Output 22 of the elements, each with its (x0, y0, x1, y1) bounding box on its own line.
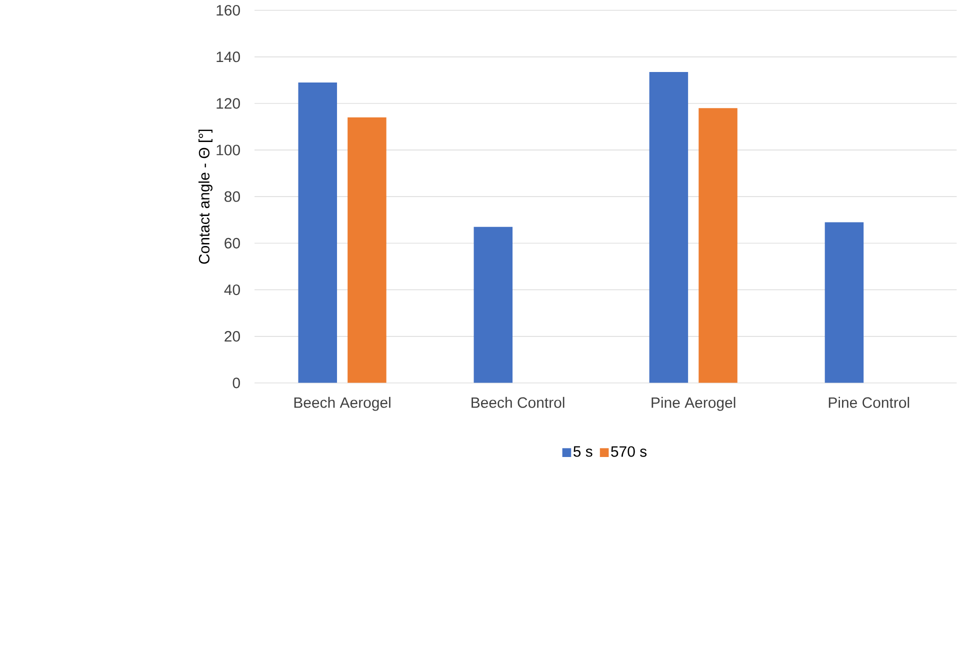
y-tick-label: 80 (224, 191, 240, 202)
x-tick-label: Beech Control (472, 396, 564, 408)
bar (824, 222, 864, 383)
y-tick-label: 20 (224, 330, 240, 342)
x-tick-label: Pine Aerogel (652, 396, 736, 411)
y-tick-label: 100 (216, 144, 240, 156)
legend-label: 570 s (611, 446, 647, 457)
y-tick-label: 60 (224, 238, 240, 248)
y-tick-label: 140 (216, 51, 240, 62)
x-tick-label: Pine Control (828, 396, 910, 408)
y-axis-title: Contact angle - Θ [°] (198, 130, 212, 264)
bar (298, 82, 338, 383)
bar (649, 72, 688, 383)
bar (698, 108, 738, 383)
x-tick-label: Beech Aerogel (294, 396, 390, 411)
y-tick-label: 120 (216, 98, 240, 109)
y-tick-label: 0 (232, 377, 240, 388)
bar (348, 117, 386, 383)
y-tick-label: 160 (216, 4, 240, 16)
bar (474, 226, 513, 383)
legend-label: 5 s (573, 446, 592, 457)
y-tick-label: 40 (224, 284, 240, 295)
